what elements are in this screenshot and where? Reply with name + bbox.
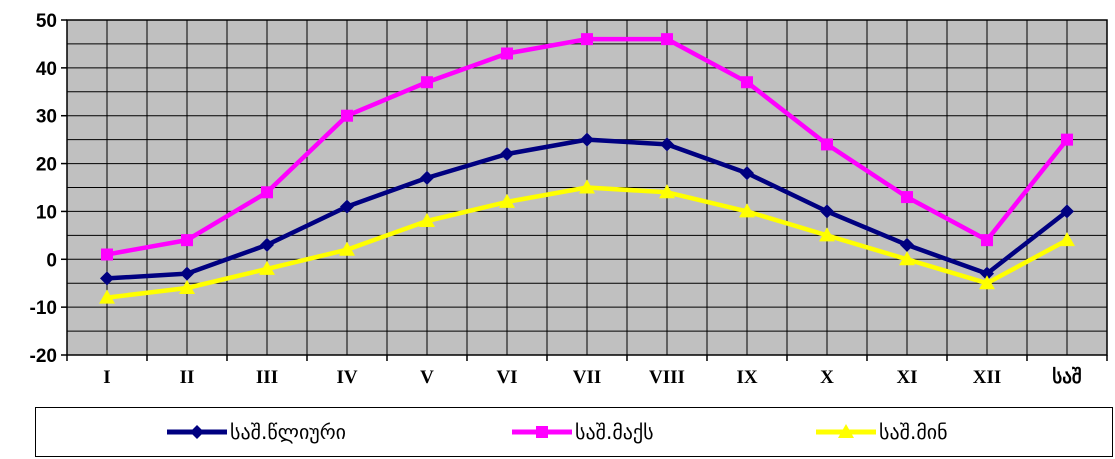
- data-point-triangle: [419, 213, 435, 227]
- data-point-square: [1061, 133, 1073, 146]
- data-point-diamond: [100, 271, 114, 286]
- data-point-triangle: [899, 251, 915, 266]
- legend-swatch-triangle-icon: [816, 424, 876, 438]
- legend-label: საშ.მაქს: [575, 420, 654, 444]
- x-tick-label: VII: [573, 367, 602, 388]
- data-point-diamond: [660, 137, 674, 152]
- data-point-diamond: [740, 166, 754, 181]
- data-point-triangle: [979, 275, 995, 290]
- data-point-square: [181, 234, 193, 247]
- data-point-triangle: [339, 241, 355, 256]
- data-point-square: [981, 234, 993, 247]
- data-point-triangle: [499, 193, 515, 208]
- y-tick-label: 50: [36, 11, 57, 32]
- data-point-diamond: [900, 237, 914, 252]
- data-point-square: [661, 33, 673, 46]
- data-point-diamond: [980, 266, 994, 281]
- data-point-square: [341, 109, 353, 122]
- x-tick-label: VIII: [649, 367, 685, 388]
- x-tick-label: III: [256, 367, 278, 388]
- y-tick-label: -20: [30, 346, 57, 367]
- y-tick-label: -10: [30, 298, 57, 319]
- y-tick-label: 10: [36, 202, 57, 223]
- x-tick-label: X: [820, 367, 834, 388]
- x-tick-label: VI: [496, 367, 517, 388]
- y-tick-label: 40: [36, 59, 57, 80]
- legend-item-series-1: საშ.მაქს: [511, 418, 654, 446]
- x-tick-label: XI: [896, 367, 917, 388]
- data-point-triangle: [819, 227, 835, 242]
- x-tick-label: I: [103, 367, 110, 388]
- legend-item-series-2: საშ.მინ: [815, 418, 948, 446]
- legend-swatch-square-icon: [512, 426, 572, 438]
- legend-item-series-0: საშ.წლიური: [166, 418, 346, 446]
- data-point-diamond: [260, 237, 274, 252]
- x-tick-label: V: [420, 367, 434, 388]
- data-point-diamond: [580, 132, 594, 147]
- data-point-diamond: [180, 266, 194, 281]
- legend-label: საშ.მინ: [879, 420, 948, 444]
- data-point-square: [421, 76, 433, 89]
- y-tick-label: 0: [46, 250, 57, 271]
- y-tick-label: 20: [36, 155, 57, 176]
- legend-label: საშ.წლიური: [230, 420, 347, 444]
- data-point-square: [501, 47, 513, 60]
- data-point-triangle: [659, 184, 675, 199]
- x-tick-label: IX: [736, 367, 757, 388]
- data-point-square: [581, 33, 593, 46]
- data-point-triangle: [739, 203, 755, 218]
- data-point-square: [821, 138, 833, 151]
- data-point-square: [101, 248, 113, 261]
- y-tick-label: 30: [36, 107, 57, 128]
- data-point-diamond: [340, 199, 354, 214]
- data-point-triangle: [1059, 232, 1075, 247]
- x-tick-label: XII: [973, 367, 1002, 388]
- data-point-triangle: [579, 179, 595, 194]
- data-point-diamond: [1060, 204, 1074, 219]
- x-tick-label: საშ: [1052, 366, 1081, 388]
- data-point-diamond: [820, 204, 834, 219]
- data-point-triangle: [259, 260, 275, 275]
- data-point-square: [901, 191, 913, 204]
- data-point-diamond: [420, 170, 434, 185]
- x-tick-label: II: [180, 367, 195, 388]
- series-lines: [99, 33, 1075, 304]
- data-point-diamond: [500, 147, 514, 161]
- legend-swatch-diamond-icon: [167, 425, 227, 439]
- data-point-square: [741, 76, 753, 89]
- data-point-triangle: [179, 280, 195, 294]
- x-tick-label: IV: [336, 367, 357, 388]
- data-point-triangle: [99, 289, 115, 304]
- data-point-square: [261, 186, 273, 199]
- legend: საშ.წლიური საშ.მაქს საშ.მინ: [35, 407, 1113, 457]
